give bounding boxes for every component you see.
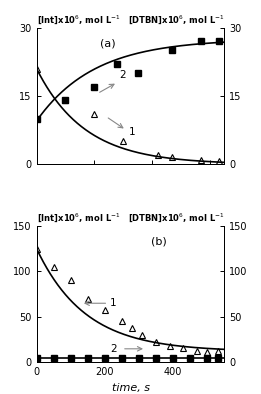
Text: 1: 1 <box>110 298 117 308</box>
Text: (b): (b) <box>151 237 167 247</box>
Text: 2: 2 <box>110 344 117 354</box>
Text: (a): (a) <box>100 39 116 48</box>
Text: 2: 2 <box>119 71 126 80</box>
Text: 1: 1 <box>128 127 135 138</box>
Text: [Int]x10$^6$, mol L$^{-1}$: [Int]x10$^6$, mol L$^{-1}$ <box>37 13 120 26</box>
Text: [DTBN]x10$^6$, mol L$^{-1}$: [DTBN]x10$^6$, mol L$^{-1}$ <box>128 211 224 224</box>
Text: [Int]x10$^6$, mol L$^{-1}$: [Int]x10$^6$, mol L$^{-1}$ <box>37 211 120 224</box>
X-axis label: time, s: time, s <box>111 383 150 393</box>
Text: [DTBN]x10$^6$, mol L$^{-1}$: [DTBN]x10$^6$, mol L$^{-1}$ <box>128 13 224 26</box>
